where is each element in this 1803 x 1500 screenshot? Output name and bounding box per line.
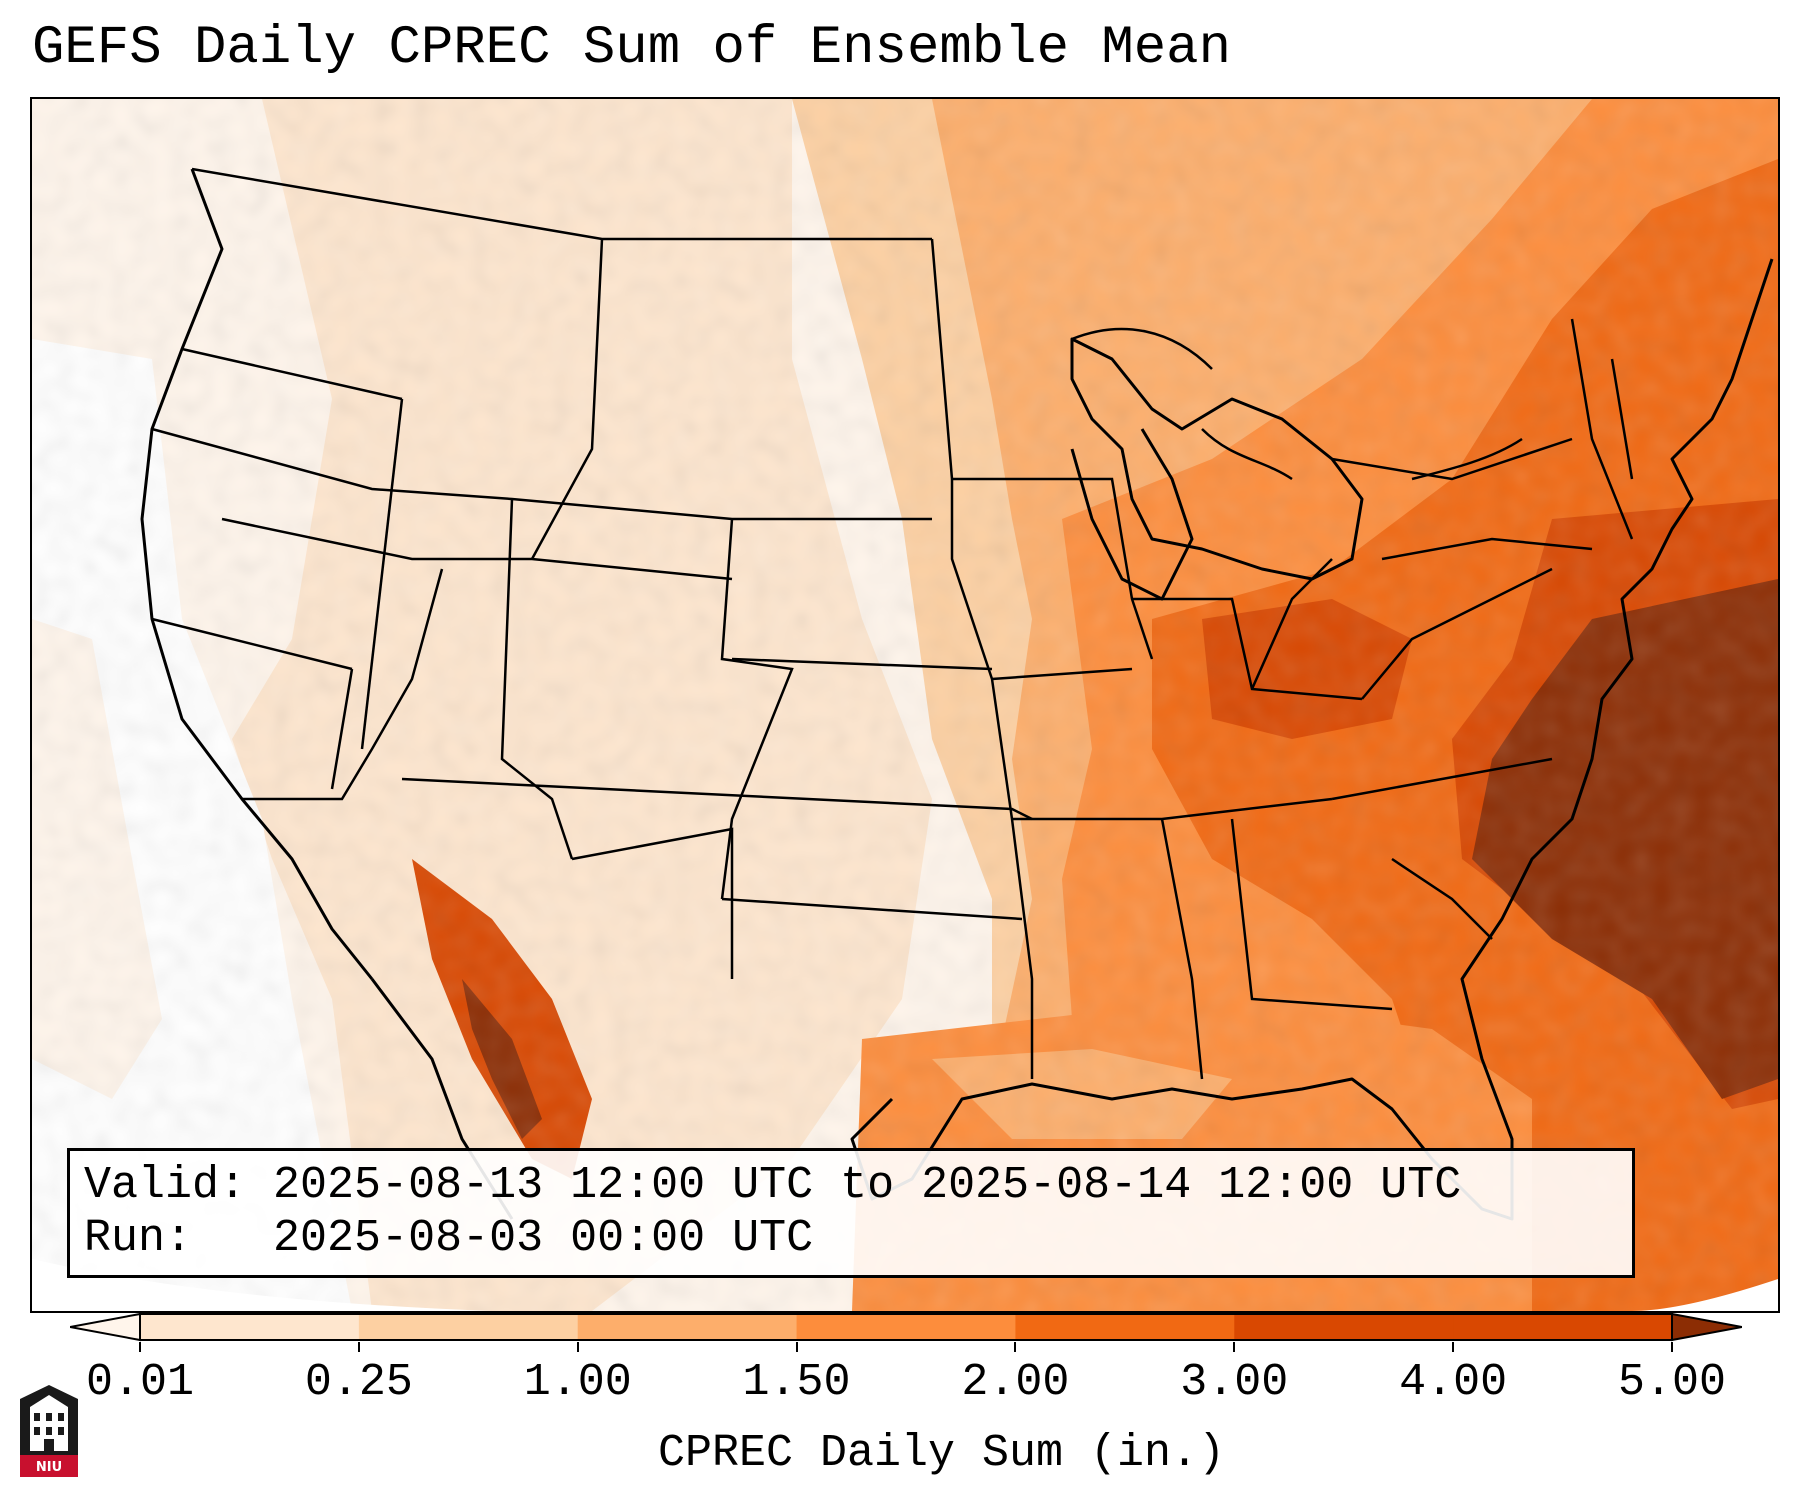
colorbar-segment xyxy=(140,1314,360,1340)
colorbar-label: CPREC Daily Sum (in.) xyxy=(657,1428,1226,1479)
projection-edge-right xyxy=(1632,1279,1778,1311)
colorbar-tick-label: 3.00 xyxy=(1180,1357,1289,1408)
colorbar-tick-mark xyxy=(357,1342,360,1352)
colorbar-tick-label: 0.01 xyxy=(85,1357,195,1408)
precip-map xyxy=(30,97,1780,1313)
colorbar-extend-high xyxy=(1671,1312,1742,1342)
colorbar-tick-label: 1.50 xyxy=(742,1357,851,1408)
colorbar-tick-label: 0.25 xyxy=(304,1357,413,1408)
valid-row: Valid: 2025-08-13 12:00 UTC to 2025-08-1… xyxy=(84,1159,1618,1212)
logo-band xyxy=(20,1455,78,1477)
colorbar-segment xyxy=(358,1314,579,1340)
colorbar-outline xyxy=(139,1313,1673,1341)
colorbar-tick-label: 2.00 xyxy=(961,1357,1070,1408)
colorbar xyxy=(70,1312,1742,1342)
colorbar-segment xyxy=(796,1314,1016,1340)
logo-windows xyxy=(34,1413,64,1451)
precip-map-canvas xyxy=(32,99,1778,1311)
colorbar-tick-label: 1.00 xyxy=(523,1357,632,1408)
colorbar-tick-label: 4.00 xyxy=(1399,1357,1508,1408)
great-lakes xyxy=(1071,327,1523,481)
run-label: Run: xyxy=(84,1213,193,1264)
state-borders xyxy=(151,167,1634,1080)
colorbar-tick-mark xyxy=(1233,1342,1236,1352)
colorbar-segment xyxy=(1234,1314,1454,1340)
projection-edge xyxy=(32,1259,932,1311)
logo-roof xyxy=(30,1395,68,1407)
field-texture xyxy=(32,99,1778,1311)
colorbar-tick-mark xyxy=(1452,1342,1455,1352)
map-title: GEFS Daily CPREC Sum of Ensemble Mean xyxy=(32,18,1231,79)
logo-text: NIU xyxy=(36,1460,62,1475)
colorbar-tick-mark xyxy=(1014,1342,1017,1352)
colorbar-segment xyxy=(1015,1314,1235,1340)
colorbar-tick-mark xyxy=(139,1342,141,1352)
valid-value: 2025-08-13 12:00 UTC to 2025-08-14 12:00… xyxy=(273,1160,1462,1211)
valid-label: Valid: xyxy=(84,1160,247,1211)
valid-run-box: Valid: 2025-08-13 12:00 UTC to 2025-08-1… xyxy=(67,1148,1635,1278)
niu-logo: NIU xyxy=(20,1385,78,1477)
colorbar-ticks: 0.01 0.25 1.00 1.50 2.00 3.00 4.00 5.00 xyxy=(0,1342,1803,1422)
colorbar-segment xyxy=(1453,1314,1673,1340)
run-value: 2025-08-03 00:00 UTC xyxy=(273,1213,814,1264)
colorbar-extend-low xyxy=(70,1312,141,1342)
colorbar-tick-mark xyxy=(576,1342,579,1352)
colorbar-tick-label: 5.00 xyxy=(1617,1357,1727,1408)
colorbar-tick-mark xyxy=(795,1342,798,1352)
run-row: Run: 2025-08-03 00:00 UTC xyxy=(84,1212,1618,1265)
colorbar-segment xyxy=(577,1314,798,1340)
colorbar-tick-mark xyxy=(1671,1342,1673,1352)
